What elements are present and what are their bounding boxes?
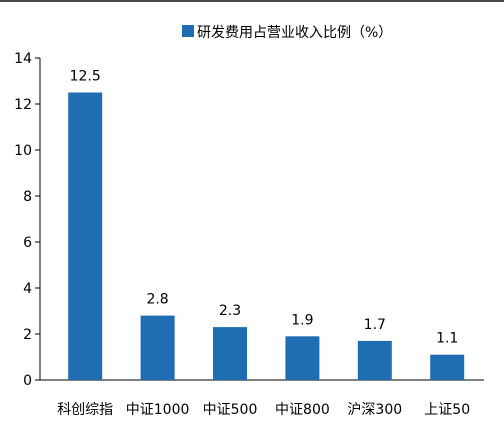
- bar: [140, 315, 175, 380]
- bar: [68, 92, 103, 380]
- data-label: 2.8: [146, 292, 168, 308]
- top-border-rule: [0, 0, 504, 2]
- bar: [285, 336, 320, 380]
- bar: [213, 327, 247, 380]
- legend-label: 研发费用占营业收入比例（%）: [197, 25, 392, 41]
- y-tick-label: 8: [23, 189, 32, 205]
- x-category-label: 中证500: [203, 402, 258, 418]
- x-category-label: 科创综指: [57, 402, 113, 418]
- bar: [357, 340, 392, 380]
- y-axis-ticks: 0 2 4 6 8 10 12 14: [14, 51, 40, 389]
- data-labels: 12.5 2.8 2.3 1.9 1.7 1.1: [70, 69, 459, 347]
- legend-swatch: [182, 25, 194, 37]
- y-tick-label: 2: [23, 327, 32, 343]
- data-label: 1.9: [291, 312, 313, 328]
- data-label: 1.7: [364, 317, 386, 333]
- axes: [39, 58, 484, 381]
- category-labels: 科创综指 中证1000 中证500 中证800 沪深300 上证50: [57, 402, 470, 418]
- x-category-label: 中证1000: [126, 402, 190, 418]
- legend: 研发费用占营业收入比例（%）: [182, 25, 392, 41]
- bars: [68, 92, 465, 380]
- y-tick-label: 14: [14, 51, 32, 67]
- data-label: 12.5: [70, 69, 101, 85]
- x-category-label: 上证50: [424, 402, 470, 418]
- x-category-label: 沪深300: [347, 402, 402, 418]
- x-category-label: 中证800: [275, 402, 330, 418]
- data-label: 2.3: [219, 303, 241, 319]
- y-tick-label: 12: [14, 97, 32, 113]
- y-tick-label: 0: [23, 373, 32, 389]
- y-tick-label: 10: [14, 143, 32, 159]
- y-tick-label: 4: [23, 281, 32, 297]
- bar: [430, 354, 465, 380]
- y-tick-label: 6: [23, 235, 32, 251]
- data-label: 1.1: [436, 331, 458, 347]
